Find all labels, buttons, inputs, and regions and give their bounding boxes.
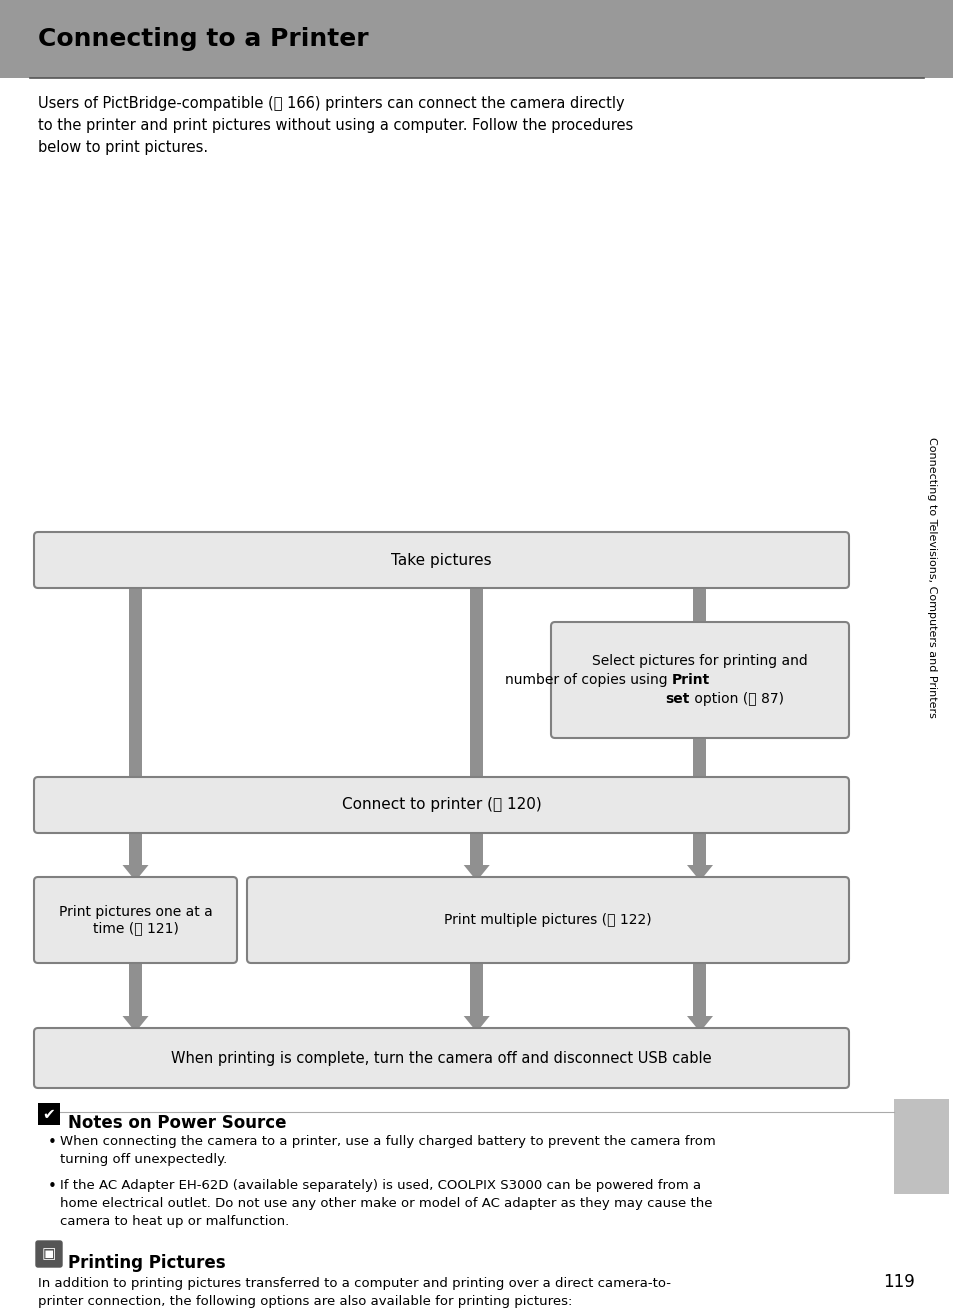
Bar — [693, 829, 706, 865]
Text: turning off unexpectedly.: turning off unexpectedly. — [60, 1152, 227, 1166]
FancyBboxPatch shape — [247, 876, 848, 963]
Text: When connecting the camera to a printer, use a fully charged battery to prevent : When connecting the camera to a printer,… — [60, 1135, 715, 1148]
Polygon shape — [463, 865, 489, 880]
Text: Print: Print — [671, 673, 709, 687]
Bar — [470, 583, 483, 781]
Text: When printing is complete, turn the camera off and disconnect USB cable: When printing is complete, turn the came… — [171, 1050, 711, 1066]
Polygon shape — [122, 865, 149, 880]
Bar — [470, 959, 483, 1016]
Polygon shape — [686, 865, 712, 880]
Bar — [893, 1099, 948, 1194]
Text: to the printer and print pictures without using a computer. Follow the procedure: to the printer and print pictures withou… — [38, 118, 633, 133]
Bar — [693, 735, 706, 781]
Text: Connecting to Televisions, Computers and Printers: Connecting to Televisions, Computers and… — [926, 436, 936, 717]
Bar — [470, 829, 483, 865]
Bar — [38, 1102, 60, 1125]
Text: 119: 119 — [882, 1273, 914, 1290]
Text: option (⧉ 87): option (⧉ 87) — [689, 692, 783, 706]
FancyBboxPatch shape — [34, 777, 848, 833]
Text: If the AC Adapter EH-62D (available separately) is used, COOLPIX S3000 can be po: If the AC Adapter EH-62D (available sepa… — [60, 1179, 700, 1192]
Text: ▣: ▣ — [42, 1247, 56, 1261]
Text: below to print pictures.: below to print pictures. — [38, 141, 208, 155]
Text: Connecting to a Printer: Connecting to a Printer — [38, 28, 368, 51]
Text: Take pictures: Take pictures — [391, 552, 492, 568]
Text: Connect to printer (⧉ 120): Connect to printer (⧉ 120) — [341, 798, 540, 812]
Text: home electrical outlet. Do not use any other make or model of AC adapter as they: home electrical outlet. Do not use any o… — [60, 1197, 712, 1210]
FancyBboxPatch shape — [34, 876, 236, 963]
FancyBboxPatch shape — [34, 532, 848, 587]
Text: Notes on Power Source: Notes on Power Source — [68, 1114, 286, 1131]
Text: Select pictures for printing and: Select pictures for printing and — [592, 654, 807, 668]
Text: Printing Pictures: Printing Pictures — [68, 1254, 226, 1272]
Bar — [129, 959, 142, 1016]
Bar — [693, 583, 706, 625]
Text: •: • — [48, 1135, 57, 1150]
FancyBboxPatch shape — [551, 622, 848, 738]
Text: number of copies using: number of copies using — [504, 673, 671, 687]
Text: Users of PictBridge-compatible (⧉ 166) printers can connect the camera directly: Users of PictBridge-compatible (⧉ 166) p… — [38, 96, 624, 110]
Polygon shape — [122, 1016, 149, 1031]
Bar — [129, 829, 142, 865]
Polygon shape — [463, 1016, 489, 1031]
Text: camera to heat up or malfunction.: camera to heat up or malfunction. — [60, 1215, 289, 1229]
Text: In addition to printing pictures transferred to a computer and printing over a d: In addition to printing pictures transfe… — [38, 1277, 670, 1290]
Text: ✔: ✔ — [43, 1106, 55, 1122]
Text: set: set — [665, 692, 689, 706]
Bar — [693, 959, 706, 1016]
Text: printer connection, the following options are also available for printing pictur: printer connection, the following option… — [38, 1296, 572, 1307]
FancyBboxPatch shape — [36, 1240, 62, 1267]
Polygon shape — [686, 1016, 712, 1031]
Bar — [0, 0, 953, 78]
Text: •: • — [48, 1179, 57, 1194]
Text: Print pictures one at a
time (⧉ 121): Print pictures one at a time (⧉ 121) — [58, 905, 213, 936]
FancyBboxPatch shape — [34, 1028, 848, 1088]
Text: Print multiple pictures (⧉ 122): Print multiple pictures (⧉ 122) — [444, 913, 651, 926]
Bar — [129, 583, 142, 781]
